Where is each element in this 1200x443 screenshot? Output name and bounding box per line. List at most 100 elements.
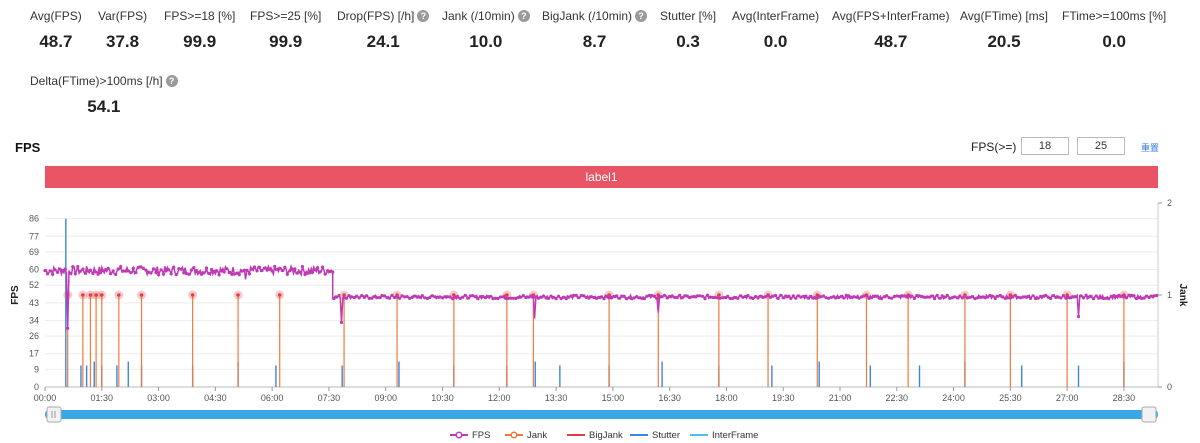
metric-label: Delta(FTime)>100ms [/h]?	[30, 74, 178, 88]
fps-point	[288, 269, 292, 273]
fps-point	[975, 296, 980, 300]
fps-point	[323, 272, 327, 276]
fps-point	[506, 296, 510, 300]
metric-label: Drop(FPS) [/h]?	[337, 9, 430, 23]
fps-point	[303, 272, 307, 277]
fps-point	[789, 296, 793, 300]
fps-point	[938, 296, 942, 300]
help-icon[interactable]: ?	[165, 75, 178, 87]
fps-point	[1013, 293, 1018, 297]
fps-point	[154, 270, 158, 275]
fps-point	[217, 273, 221, 277]
zoom-slider-right-handle[interactable]	[1141, 406, 1157, 423]
metric-label-text: FTime>=100ms [%]	[1062, 9, 1167, 23]
fps-point	[751, 296, 755, 301]
legend-marker	[455, 431, 463, 439]
fps-point	[1046, 295, 1050, 299]
fps-point	[663, 293, 667, 297]
fps-point	[71, 265, 75, 269]
fps-point	[905, 295, 909, 299]
fps-point	[220, 269, 224, 273]
fps-point	[493, 296, 498, 300]
fps-point	[1117, 293, 1121, 297]
fps-point	[814, 296, 818, 300]
fps-point	[308, 271, 312, 275]
x-tick-label: 24:00	[942, 393, 965, 403]
fps-point	[141, 266, 145, 270]
fps-point	[1044, 293, 1048, 297]
metric-label-text: FPS>=25 [%]	[250, 9, 322, 23]
fps-point	[1122, 295, 1126, 299]
fps-point	[504, 296, 508, 300]
fps-point	[819, 295, 823, 299]
fps-point	[950, 296, 954, 300]
metric-item: Jank (/10min)? 10.0	[442, 9, 530, 52]
fps-point	[101, 269, 105, 273]
fps-point	[786, 294, 790, 298]
fps-point	[627, 296, 631, 300]
fps-threshold-high-input[interactable]	[1077, 137, 1125, 155]
fps-point	[1069, 296, 1073, 300]
fps-point	[551, 295, 556, 299]
fps-point	[260, 269, 264, 273]
legend-label[interactable]: BigJank	[589, 430, 623, 441]
fps-point	[728, 296, 732, 301]
fps-point	[801, 294, 806, 298]
fps-point	[960, 296, 965, 300]
legend-label[interactable]: Jank	[527, 430, 547, 441]
fps-point	[109, 272, 113, 276]
y-tick-label: 77	[29, 231, 39, 241]
fps-point	[182, 271, 186, 275]
fps-point	[776, 296, 780, 300]
fps-point	[96, 272, 100, 276]
metric-label-text: Var(FPS)	[98, 9, 148, 23]
fps-point	[652, 294, 657, 298]
legend-label[interactable]: FPS	[472, 430, 490, 441]
fps-point	[708, 295, 712, 299]
fps-threshold-low-input[interactable]	[1021, 137, 1069, 155]
metric-item: Avg(FPS) 48.7	[30, 9, 82, 52]
reset-button[interactable]: 重置	[1141, 143, 1160, 153]
fps-point	[456, 294, 460, 299]
help-icon[interactable]: ?	[517, 10, 530, 22]
legend-label[interactable]: InterFrame	[712, 430, 758, 441]
fps-point	[862, 294, 866, 298]
fps-point	[131, 266, 135, 270]
fps-point	[350, 295, 354, 299]
fps-point	[721, 296, 725, 300]
fps-point	[146, 270, 151, 274]
fps-point	[930, 294, 934, 298]
zoom-slider-left-handle[interactable]	[46, 406, 62, 423]
fps-point	[875, 294, 879, 298]
fps-point	[791, 294, 795, 298]
fps-point	[867, 296, 871, 300]
fps-point	[104, 268, 108, 272]
fps-point	[943, 295, 947, 299]
fps-point	[420, 294, 424, 298]
bigjank-marker	[190, 293, 195, 297]
metric-item: Var(FPS) 37.8	[98, 9, 147, 52]
label-bar[interactable]: label1	[45, 166, 1158, 188]
fps-point	[673, 295, 677, 299]
fps-point	[567, 295, 571, 299]
fps-point	[121, 269, 125, 273]
metric-label: FPS>=18 [%]	[164, 9, 235, 23]
fps-point	[227, 270, 231, 275]
fps-point	[295, 271, 299, 275]
help-icon[interactable]: ?	[417, 10, 430, 22]
fps-point	[189, 268, 193, 272]
fps-point	[970, 294, 975, 299]
fps-point	[1109, 294, 1113, 298]
fps-point	[252, 265, 257, 269]
fps-point	[920, 294, 924, 299]
legend-label[interactable]: Stutter	[652, 430, 680, 441]
fps-point	[293, 267, 297, 271]
fps-point	[192, 266, 196, 270]
fps-point	[290, 267, 294, 271]
fps-point	[582, 294, 586, 298]
y-tick-label: 86	[29, 214, 39, 224]
help-icon[interactable]: ?	[635, 10, 648, 22]
fps-point	[280, 268, 284, 273]
fps-point	[1112, 294, 1116, 298]
fps-point	[799, 295, 803, 299]
